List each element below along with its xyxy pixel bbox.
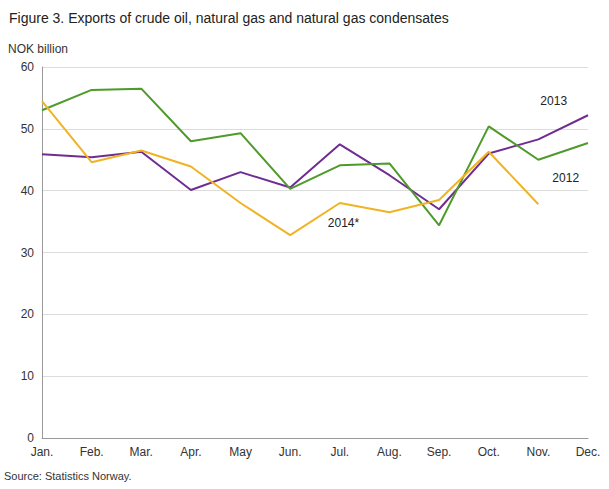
svg-text:30: 30: [21, 246, 35, 260]
svg-text:60: 60: [21, 60, 35, 74]
svg-text:May: May: [229, 445, 252, 459]
svg-text:Dec.: Dec.: [576, 445, 601, 459]
svg-text:Jun.: Jun.: [279, 445, 302, 459]
svg-text:Apr.: Apr.: [180, 445, 201, 459]
svg-text:2013: 2013: [540, 94, 567, 108]
svg-text:10: 10: [21, 369, 35, 383]
svg-text:40: 40: [21, 184, 35, 198]
svg-text:Mar.: Mar.: [130, 445, 153, 459]
svg-text:50: 50: [21, 122, 35, 136]
svg-text:Jul.: Jul.: [330, 445, 349, 459]
svg-text:Feb.: Feb.: [80, 445, 104, 459]
svg-text:Source: Statistics Norway.: Source: Statistics Norway.: [4, 470, 132, 482]
svg-text:2012: 2012: [552, 171, 579, 185]
svg-text:Nov.: Nov.: [526, 445, 550, 459]
svg-text:0: 0: [27, 431, 34, 445]
svg-text:Jan.: Jan.: [31, 445, 54, 459]
svg-text:Aug.: Aug.: [377, 445, 402, 459]
svg-text:20: 20: [21, 307, 35, 321]
svg-text:NOK billion: NOK billion: [8, 42, 68, 56]
svg-text:Sep.: Sep.: [427, 445, 452, 459]
svg-text:2014*: 2014*: [328, 216, 360, 230]
svg-text:Oct.: Oct.: [478, 445, 500, 459]
svg-text:Figure 3. Exports of crude oil: Figure 3. Exports of crude oil, natural …: [9, 10, 449, 26]
